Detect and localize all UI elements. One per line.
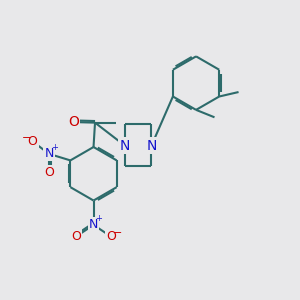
- Text: −: −: [113, 228, 123, 238]
- Text: O: O: [68, 115, 79, 129]
- Text: O: O: [71, 230, 81, 243]
- Text: N: N: [146, 139, 157, 152]
- Text: O: O: [106, 230, 116, 243]
- Text: −: −: [21, 133, 31, 143]
- Text: +: +: [95, 214, 102, 223]
- Text: N: N: [119, 139, 130, 152]
- Text: +: +: [51, 143, 58, 152]
- Text: N: N: [89, 218, 98, 231]
- Text: N: N: [44, 147, 54, 161]
- Text: O: O: [28, 135, 38, 148]
- Text: O: O: [44, 166, 54, 179]
